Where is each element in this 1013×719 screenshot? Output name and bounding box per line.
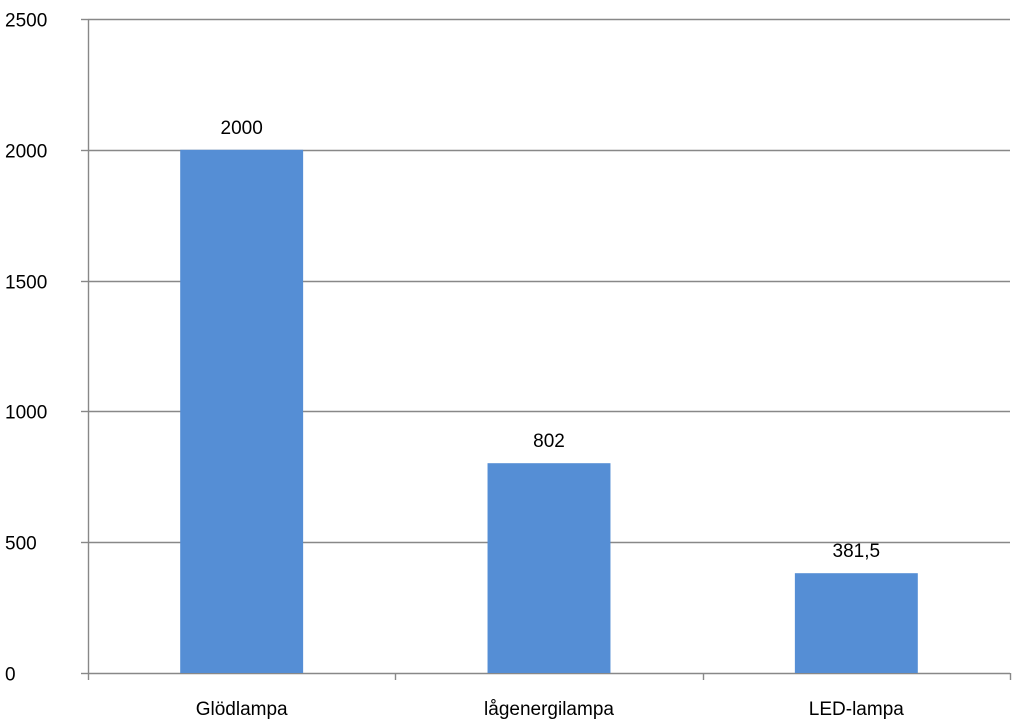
bar [487,463,611,673]
category-label: Glödlampa [196,699,288,719]
bars [180,149,918,674]
axes [81,18,1012,680]
y-tick-label: 0 [5,665,16,686]
data-label: 2000 [221,118,263,139]
category-label: lågenergilampa [484,699,614,719]
y-tick-label: 1500 [5,273,47,294]
labels: 0 500 1000 1500 2000 2500 2000 Glödlampa 802 låge… [5,11,904,719]
bar [180,149,304,674]
data-label: 802 [533,431,565,452]
y-tick-label: 2500 [5,11,47,32]
y-tick-label: 2000 [5,142,47,163]
y-tick-label: 1000 [5,403,47,424]
y-tick-label: 500 [5,534,37,555]
bar [794,573,918,673]
category-label: LED-lampa [809,699,904,719]
data-label: 381,5 [833,541,881,562]
